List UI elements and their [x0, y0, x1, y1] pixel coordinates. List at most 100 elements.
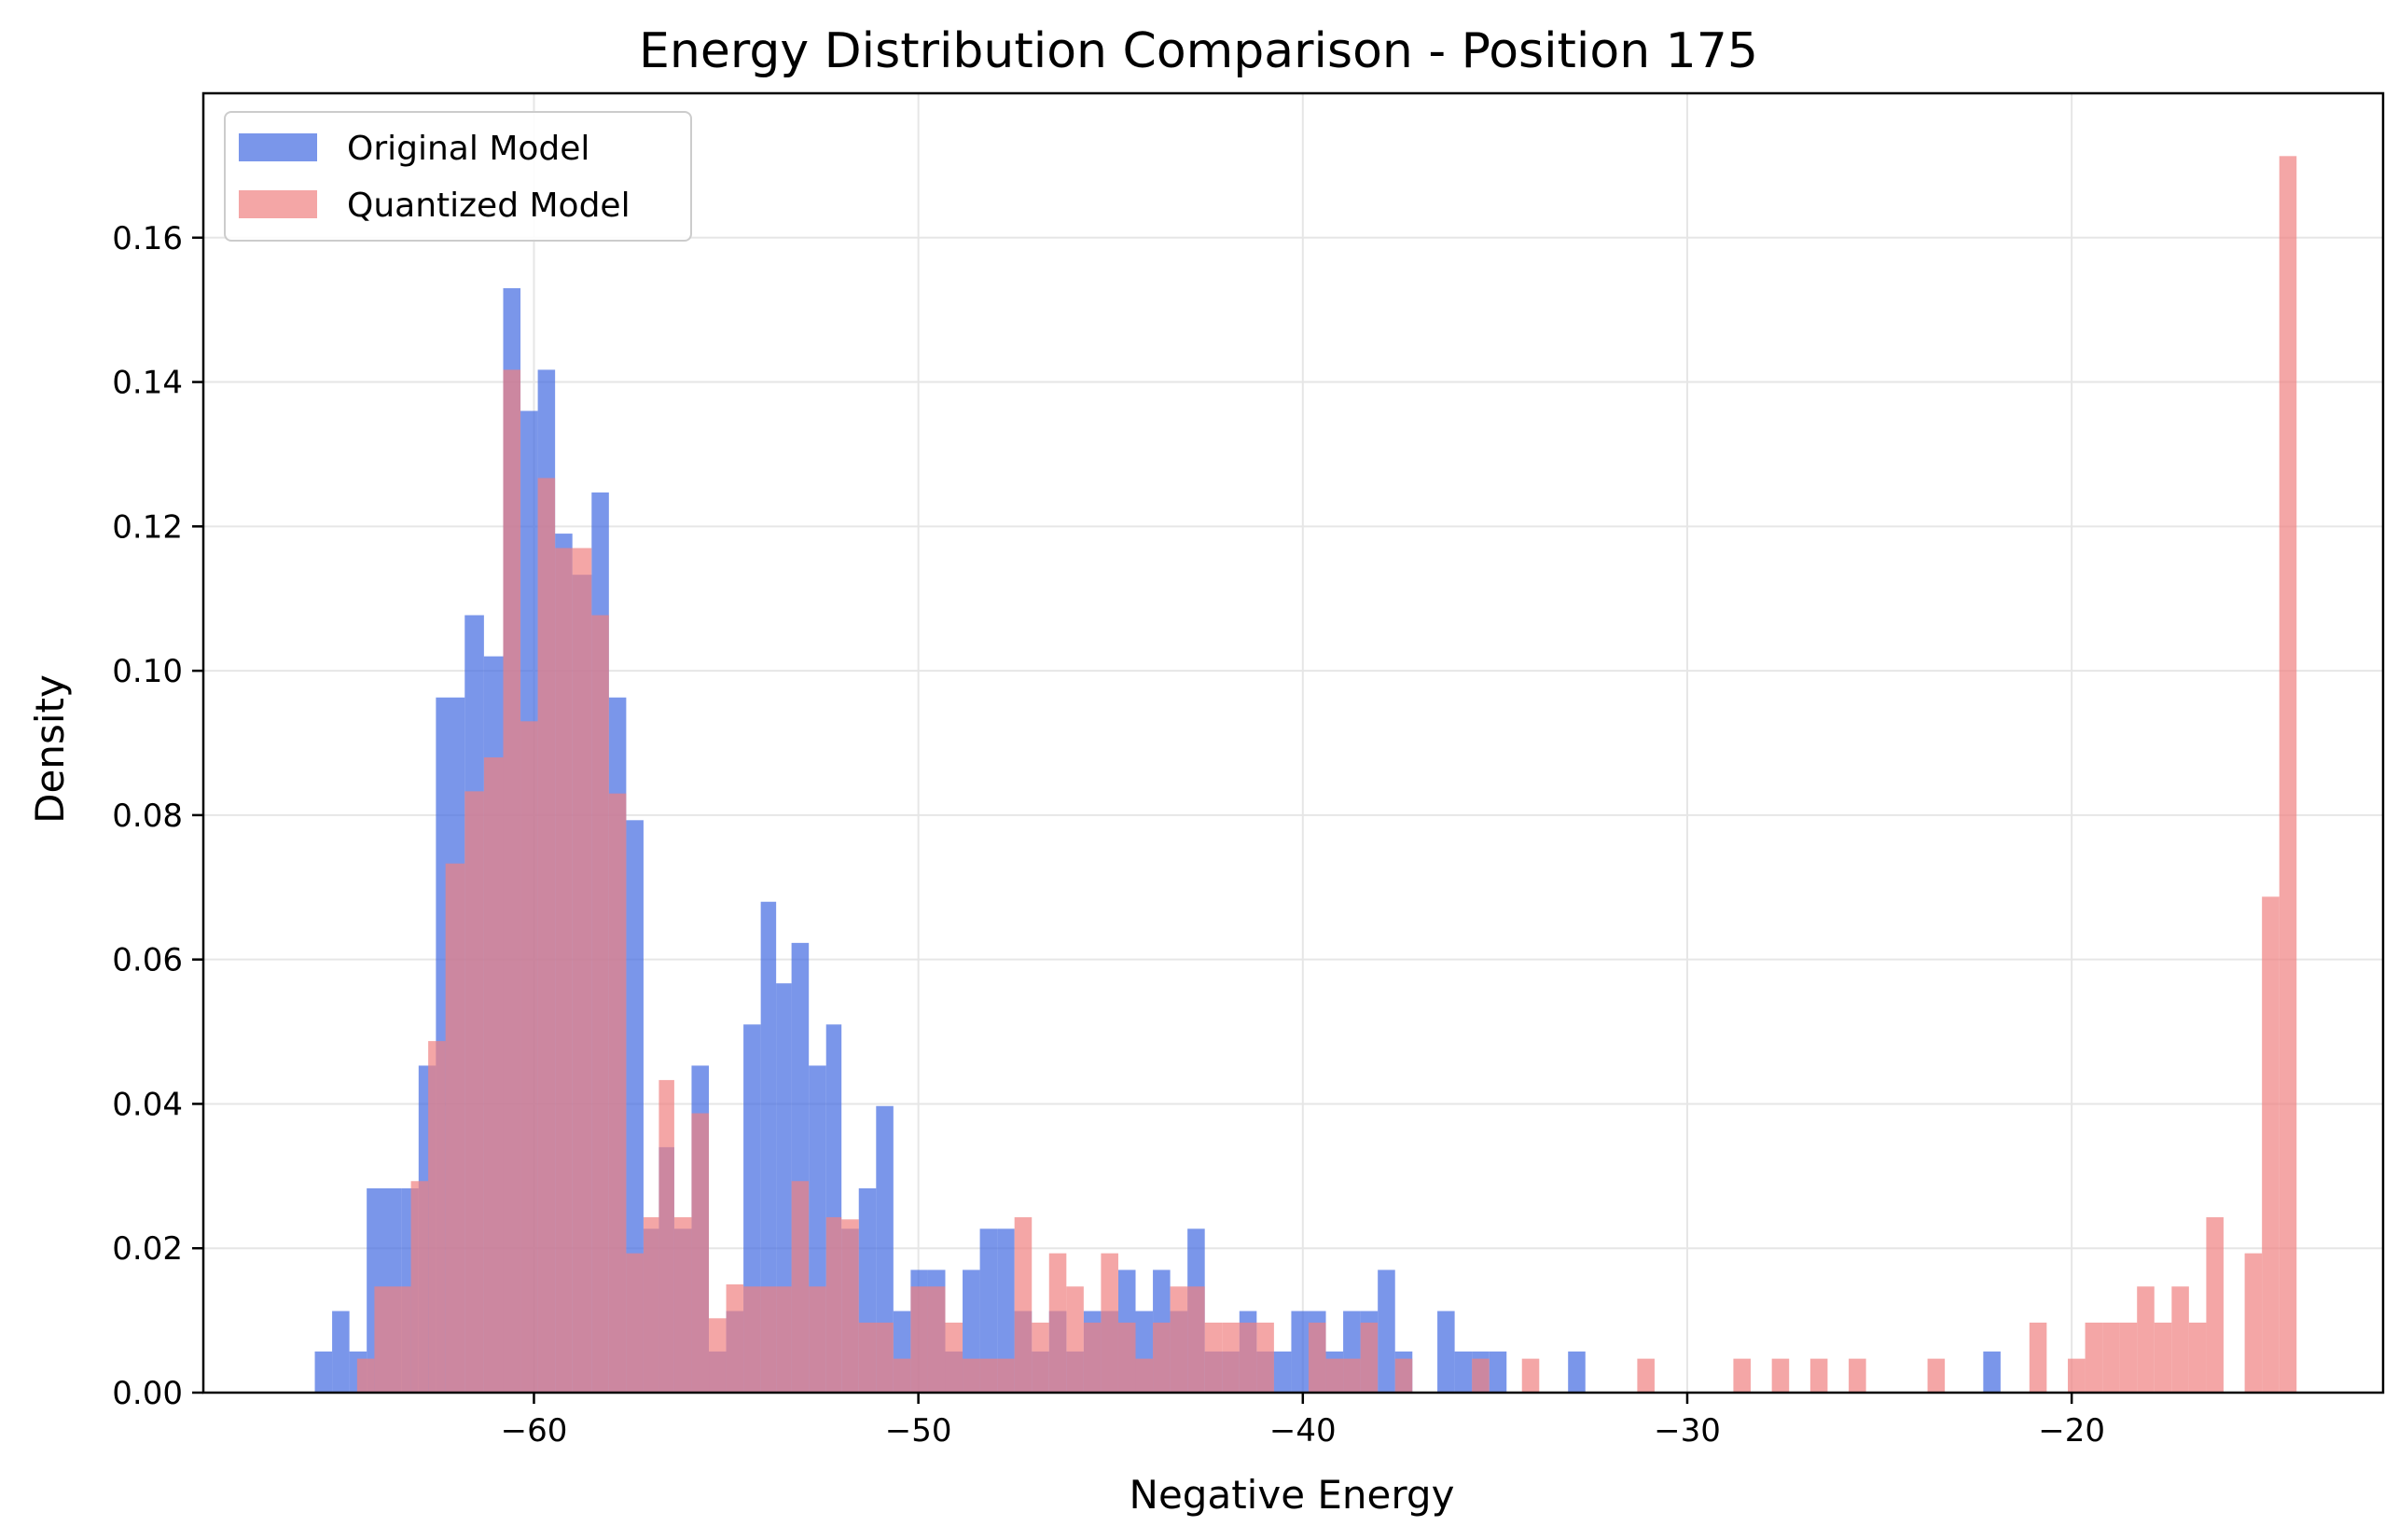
- histogram-bar: [2154, 1322, 2172, 1393]
- histogram-bar: [1101, 1253, 1118, 1393]
- histogram-bar: [356, 1358, 375, 1393]
- y-tick-label: 0.10: [112, 653, 183, 690]
- histogram-bar: [825, 1216, 842, 1393]
- histogram-bar: [1273, 1351, 1292, 1393]
- histogram-bar: [626, 1253, 644, 1393]
- histogram-bar: [726, 1283, 744, 1393]
- histogram-bar: [1083, 1322, 1102, 1393]
- histogram-bar: [2262, 896, 2280, 1393]
- histogram-bar: [1308, 1322, 1326, 1393]
- histogram-bar: [979, 1358, 998, 1393]
- histogram-bar: [445, 863, 465, 1393]
- histogram-bar: [1849, 1358, 1866, 1393]
- legend-box: [224, 111, 692, 242]
- x-tick-label: −30: [1654, 1412, 1721, 1450]
- histogram-bar: [1066, 1286, 1084, 1393]
- histogram-bar: [1048, 1253, 1067, 1393]
- legend-label-original-model: Original Model: [347, 130, 589, 168]
- histogram-bar: [1521, 1358, 1540, 1393]
- histogram-bar: [503, 369, 521, 1394]
- histogram-bar: [2029, 1322, 2047, 1393]
- histogram-bar: [332, 1311, 350, 1393]
- histogram-bar: [791, 1181, 810, 1393]
- y-tick-label: 0.06: [112, 942, 183, 979]
- x-tick-label: −60: [501, 1412, 568, 1450]
- histogram-bar: [997, 1228, 1015, 1393]
- histogram-bar: [876, 1105, 894, 1393]
- histogram-bar: [927, 1286, 946, 1393]
- histogram-bar: [1032, 1322, 1049, 1393]
- histogram-bar: [2279, 156, 2297, 1393]
- histogram-bar: [858, 1322, 877, 1393]
- legend-swatch-original-model: [239, 133, 317, 161]
- y-tick-label: 0.04: [112, 1086, 183, 1123]
- histogram-bar: [2244, 1253, 2263, 1393]
- histogram-bar: [809, 1286, 826, 1393]
- histogram-bar: [1437, 1311, 1455, 1393]
- histogram-bar: [1153, 1322, 1171, 1393]
- x-tick-label: −40: [1269, 1412, 1337, 1450]
- histogram-bar: [691, 1113, 710, 1393]
- histogram-bar: [314, 1351, 333, 1393]
- x-tick-label: −20: [2038, 1412, 2105, 1450]
- histogram-bar: [1472, 1358, 1490, 1393]
- y-tick-label: 0.02: [112, 1230, 183, 1268]
- histogram-bar: [776, 1286, 792, 1393]
- histogram-bar: [1637, 1358, 1655, 1393]
- histogram-bar: [1239, 1322, 1257, 1393]
- chart-title: Energy Distribution Comparison - Positio…: [639, 23, 1758, 79]
- histogram-bar: [1256, 1322, 1274, 1393]
- y-tick-label: 0.00: [112, 1375, 183, 1412]
- histogram-bar: [626, 820, 644, 1393]
- histogram-bar: [464, 791, 484, 1393]
- histogram-bar: [2085, 1322, 2103, 1393]
- histogram-bar: [1135, 1358, 1154, 1393]
- histogram-bar: [1454, 1351, 1473, 1393]
- histogram-bar: [945, 1322, 963, 1393]
- histogram-bar: [1204, 1322, 1223, 1393]
- histogram-bar: [841, 1219, 859, 1393]
- histogram-bar: [1568, 1351, 1586, 1393]
- histogram-bar: [1983, 1351, 2001, 1393]
- histogram-bar: [2119, 1322, 2138, 1393]
- histogram-bar: [572, 548, 592, 1393]
- histogram-bar: [1291, 1311, 1309, 1393]
- histogram-bar: [1771, 1358, 1790, 1393]
- histogram-bar: [1927, 1358, 1946, 1393]
- histogram-bar: [410, 1181, 429, 1393]
- histogram-bar: [1170, 1286, 1188, 1393]
- plot-frame: [201, 91, 2385, 1394]
- bars: [314, 156, 2297, 1394]
- histogram-bar: [2188, 1322, 2207, 1393]
- histogram-bar: [2068, 1358, 2086, 1393]
- histogram-bar: [608, 793, 627, 1393]
- histogram-bar: [876, 1322, 894, 1393]
- axis-ticks: −60 −50 −40 −30 −20 0.00 0.02 0.04 0.06 0.08 0.10 0…: [112, 220, 2105, 1450]
- histogram-bar: [643, 1216, 659, 1393]
- x-tick-label: −50: [885, 1412, 952, 1450]
- histogram-bar: [1325, 1358, 1344, 1393]
- histogram-bar: [2137, 1286, 2155, 1393]
- histogram-bar: [1809, 1358, 1828, 1393]
- x-axis-label: Negative Energy: [1130, 1472, 1455, 1518]
- histogram-bar: [1187, 1286, 1205, 1393]
- histogram-bar: [910, 1286, 928, 1393]
- histogram-bar: [1394, 1358, 1413, 1393]
- legend-swatch-quantized-model: [239, 190, 317, 218]
- histogram-bar: [537, 478, 556, 1393]
- histogram-bar: [1014, 1216, 1033, 1393]
- histogram-bar: [1343, 1358, 1361, 1393]
- histogram-bar: [374, 1286, 411, 1393]
- y-tick-label: 0.12: [112, 508, 183, 546]
- series-quantized-model: [356, 156, 2297, 1394]
- histogram-bar: [893, 1358, 911, 1393]
- histogram-bar: [1489, 1351, 1507, 1393]
- histogram-bar: [483, 756, 504, 1393]
- y-axis-label: Density: [27, 674, 73, 824]
- y-tick-label: 0.08: [112, 798, 183, 835]
- histogram-bar: [1360, 1322, 1379, 1393]
- histogram-bar: [2102, 1322, 2120, 1393]
- y-tick-label: 0.16: [112, 220, 183, 257]
